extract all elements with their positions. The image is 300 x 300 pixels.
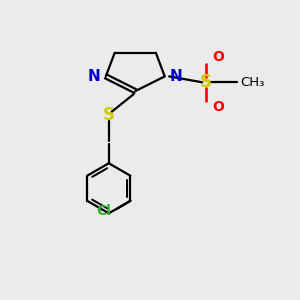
- Text: Cl: Cl: [96, 204, 111, 218]
- Text: S: S: [103, 106, 115, 124]
- Text: S: S: [200, 73, 212, 91]
- Text: O: O: [212, 50, 224, 64]
- Text: O: O: [212, 100, 224, 114]
- Text: N: N: [88, 69, 100, 84]
- Text: N: N: [170, 69, 183, 84]
- Text: CH₃: CH₃: [240, 76, 264, 89]
